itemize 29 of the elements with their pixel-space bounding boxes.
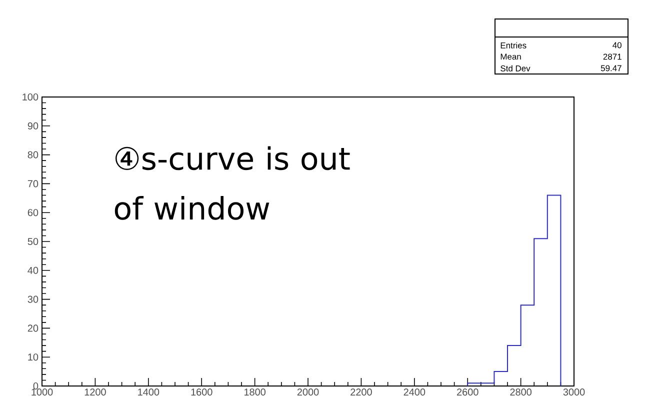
text: 2871 [603,54,622,60]
x-tick-label: 1400 [138,388,160,396]
text: 40 [612,42,622,48]
y-tick-label: 30 [28,296,38,303]
y-tick-label: 70 [28,180,38,188]
y-tick-label: 80 [28,151,38,158]
text: Std Dev [500,65,530,72]
y-tick-label: 100 [22,93,38,101]
x-tick-label: 2000 [297,388,319,396]
y-tick-label: 90 [28,122,38,130]
x-tick-label: 1000 [32,388,53,396]
x-tick-label: 1200 [84,388,106,396]
x-tick-label: 2600 [457,388,478,396]
x-tick-label: 2200 [350,388,372,396]
y-tick-label: 60 [28,209,38,216]
y-tick-label: 10 [28,354,38,361]
y-tick-label: 40 [28,266,38,274]
text: 59.47 [600,65,622,72]
x-tick-label: 2400 [404,388,426,396]
x-tick-label: 1600 [191,388,212,396]
y-tick-label: 50 [28,238,38,246]
y-tick-label: 0 [33,382,38,390]
x-tick-label: 2800 [510,388,532,396]
text: Mean [500,54,521,60]
text: Entries [500,42,526,48]
x-tick-label: 1800 [244,388,266,396]
y-tick-label: 20 [28,324,38,332]
x-tick-label: 3000 [563,388,585,396]
annotation: ④s-curve is out of window [114,146,350,220]
